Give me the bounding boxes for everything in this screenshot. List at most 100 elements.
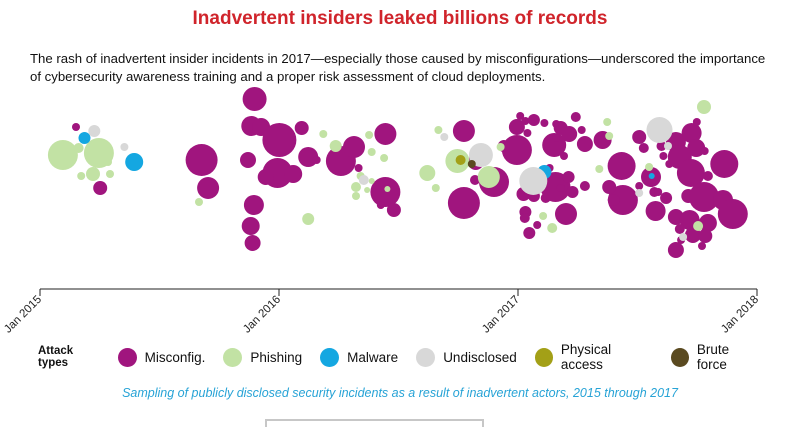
- bubble-misconfig: [602, 180, 617, 194]
- legend-title: Attack types: [38, 345, 74, 369]
- bubble-phishing: [697, 100, 711, 114]
- bubble-misconfig: [645, 201, 666, 221]
- x-tick-label: Jan 2016: [241, 294, 283, 336]
- bubble-misconfig: [667, 242, 684, 258]
- legend-label-malware: Malware: [347, 349, 399, 365]
- bubble-misconfig: [687, 139, 706, 157]
- bubble-misconfig: [294, 121, 309, 135]
- bubble-misconfig: [262, 123, 297, 157]
- legend: Attack types Misconfig. Phishing Malware…: [38, 342, 778, 372]
- x-tick-label: Jan 2015: [2, 294, 44, 336]
- bubble-misconfig: [577, 126, 586, 134]
- bubble-phishing: [434, 126, 443, 134]
- bubble-phishing: [351, 182, 361, 192]
- bubble-misconfig: [533, 221, 542, 229]
- bubble-misconfig: [560, 152, 568, 160]
- bubble-misconfig: [607, 185, 638, 215]
- legend-item-physical-access: Physical access: [534, 342, 653, 372]
- bubble-layer: [47, 87, 748, 258]
- bubble-misconfig: [561, 126, 578, 142]
- bubble-misconfig: [698, 214, 717, 232]
- bubble-undisclosed: [358, 175, 369, 185]
- bubble-misconfig: [447, 187, 480, 219]
- bubble-misconfig: [676, 159, 705, 187]
- bubble-physical-access: [455, 155, 466, 165]
- bubble-misconfig: [354, 164, 363, 172]
- bubble-phishing: [384, 186, 391, 192]
- bubble-phishing: [477, 166, 500, 188]
- bubble-misconfig: [527, 114, 540, 126]
- legend-label-brute-force: Brute force: [696, 342, 730, 372]
- bubble-misconfig: [452, 120, 475, 142]
- x-tick-label: Jan 2018: [719, 294, 761, 336]
- x-tick-label: Jan 2017: [480, 294, 522, 336]
- bubble-misconfig: [244, 235, 261, 251]
- bubble-misconfig: [242, 87, 267, 111]
- legend-swatch-phishing: [223, 347, 243, 367]
- bubble-misconfig: [570, 112, 581, 122]
- legend-swatch-physical-access: [534, 347, 553, 367]
- bubble-misconfig: [607, 194, 620, 206]
- bubble-misconfig: [542, 133, 567, 157]
- bubble-undisclosed: [664, 142, 672, 150]
- bubble-phishing: [367, 148, 376, 156]
- bubble-misconfig: [523, 129, 532, 137]
- bubble-misconfig: [635, 182, 644, 190]
- bubble-misconfig: [540, 119, 549, 127]
- footer-divider: [265, 419, 484, 427]
- bubble-undisclosed: [440, 133, 449, 141]
- bubble-malware: [648, 173, 655, 179]
- bubble-brute-force: [467, 160, 476, 168]
- bubble-misconfig: [521, 117, 530, 125]
- bubble-misconfig: [386, 203, 401, 217]
- bubble-misconfig: [552, 134, 561, 142]
- bubble-misconfig: [717, 199, 748, 229]
- bubble-misconfig: [470, 175, 480, 185]
- bubble-misconfig: [684, 227, 701, 243]
- bubble-misconfig: [692, 118, 701, 126]
- bubble-misconfig: [72, 123, 80, 131]
- bubble-misconfig: [660, 192, 673, 204]
- bubble-malware: [78, 132, 91, 144]
- legend-label-misconfig: Misconfig.: [144, 349, 206, 365]
- bubble-misconfig: [579, 181, 590, 191]
- bubble-phishing: [547, 223, 558, 233]
- bubble-misconfig: [566, 186, 579, 198]
- legend-swatch-brute-force: [670, 347, 689, 367]
- bubble-phishing: [47, 140, 78, 170]
- bubble-misconfig: [540, 172, 571, 202]
- bubble-misconfig: [243, 195, 264, 215]
- bubble-misconfig: [632, 130, 647, 144]
- bubble-misconfig: [370, 177, 401, 207]
- bubble-phishing: [693, 221, 704, 231]
- bubble-misconfig: [185, 144, 218, 176]
- bubble-undisclosed: [519, 167, 548, 195]
- bubble-misconfig: [343, 136, 365, 158]
- legend-swatch-misconfig: [117, 347, 137, 367]
- bubble-undisclosed: [468, 143, 493, 167]
- x-axis-ticks: Jan 2015 Jan 2016 Jan 2017 Jan 2018: [2, 289, 761, 336]
- bubble-undisclosed: [120, 143, 129, 151]
- legend-item-phishing: Phishing: [223, 347, 302, 367]
- bubble-phishing: [77, 172, 86, 180]
- legend-label-physical-access: Physical access: [560, 342, 612, 372]
- bubble-misconfig: [674, 224, 685, 234]
- bubble-phishing: [86, 167, 100, 181]
- bubble-phishing: [319, 130, 328, 138]
- bubble-misconfig: [698, 229, 713, 243]
- bubble-phishing: [73, 143, 84, 153]
- bubble-misconfig: [689, 182, 719, 212]
- bubble-misconfig: [555, 203, 577, 225]
- bubble-misconfig: [638, 143, 649, 153]
- bubble-phishing: [431, 184, 440, 192]
- bubble-misconfig: [376, 201, 385, 209]
- bubble-misconfig: [508, 119, 525, 135]
- bubble-undisclosed: [646, 117, 673, 143]
- bubble-misconfig: [607, 152, 636, 180]
- bubble-phishing: [595, 165, 604, 173]
- bubble-misconfig: [240, 152, 256, 168]
- legend-item-undisclosed: Undisclosed: [416, 347, 517, 367]
- bubble-misconfig: [523, 227, 536, 239]
- bubble-phishing: [106, 170, 114, 178]
- bubble-misconfig: [197, 177, 220, 199]
